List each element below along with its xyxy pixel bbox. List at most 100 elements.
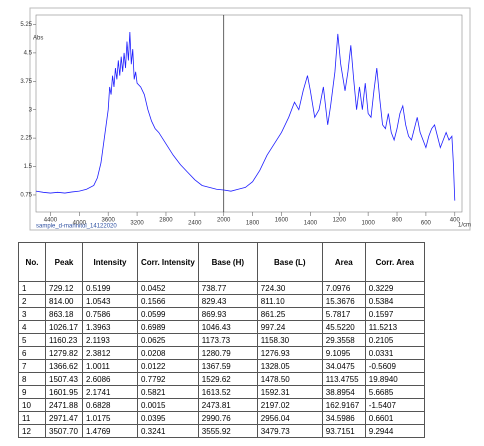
table-cell: 7 [18,359,46,373]
table-cell: 1 [18,281,46,295]
y-tick-label: 2.25 [20,136,32,142]
table-cell: 1367.59 [197,359,258,373]
table-cell: 9.1095 [321,346,366,360]
x-tick-label: 600 [421,221,432,227]
y-tick-label: 5.25 [20,22,32,28]
peak-table: No. Peak Intensity Corr. Intensity Base (H) B… [18,242,425,438]
table-cell: 5 [18,333,46,347]
table-cell: 113.4755 [321,372,366,386]
table-cell: 861.25 [256,307,323,321]
table-cell: 15.3676 [321,294,366,308]
column-header: Base (L) [256,242,323,282]
column-header: No. [18,242,46,282]
table-cell: 0.0331 [364,346,425,360]
table-cell: 34.0475 [321,359,366,373]
y-tick-label: 3.75 [20,79,32,85]
table-cell: 0.1566 [137,294,199,308]
table-cell: 12 [18,424,46,438]
table-row: 3 863.18 0.7586 0.0599 869.93 861.25 5.7817 0.1… [18,307,425,321]
y-axis-label: Abs [33,36,43,42]
table-cell: 2.3812 [82,346,138,360]
table-row: 8 1507.43 2.6086 0.7792 1529.62 1478.50 113.47… [18,372,425,386]
y-tick-label: 0.75 [20,193,32,199]
table-cell: 11.5213 [364,320,425,334]
x-tick-label: 1400 [304,221,318,227]
x-tick-label: 3200 [130,221,144,227]
table-cell: 3555.92 [197,424,258,438]
table-cell: 1279.82 [45,346,83,360]
table-cell: 811.10 [256,294,323,308]
table-cell: 0.0015 [137,398,199,412]
table-cell: -0.5609 [364,359,425,373]
table-cell: 0.0599 [137,307,199,321]
x-tick-label: 4000 [73,221,87,227]
table-row: 10 2471.88 0.6828 0.0015 2473.81 2197.02 162.9… [18,398,425,412]
table-cell: 1366.62 [45,359,83,373]
table-cell: 3507.70 [45,424,83,438]
table-cell: 0.2105 [364,333,425,347]
table-cell: 34.5986 [321,411,366,425]
table-row: 5 1160.23 2.1193 0.0625 1173.73 1158.30 29.355… [18,333,425,347]
plot-area [35,14,463,213]
table-cell: 5.6685 [364,385,425,399]
table-row: 7 1366.62 1.0011 0.0122 1367.59 1328.05 34.047… [18,359,425,373]
table-cell: 738.77 [197,281,258,295]
table-cell: 2197.02 [256,398,323,412]
table-cell: 0.1597 [364,307,425,321]
x-tick-label: 1600 [275,218,289,224]
table-cell: 1.4769 [82,424,138,438]
table-cell: 724.30 [256,281,323,295]
table-row: 1 729.12 0.5199 0.0452 738.77 724.30 7.0976 0.3… [18,281,425,295]
table-cell: 1.3963 [82,320,138,334]
table-cell: 814.00 [45,294,83,308]
column-header: Corr. Area [364,242,425,282]
table-cell: 1529.62 [197,372,258,386]
column-header: Peak [45,242,83,282]
table-cell: 729.12 [45,281,83,295]
x-tick-label: 400 [450,218,461,224]
table-cell: 1160.23 [45,333,83,347]
table-body: 1 729.12 0.5199 0.0452 738.77 724.30 7.0976 0.3… [18,281,425,438]
table-cell: 1613.52 [197,385,258,399]
table-cell: 1173.73 [197,333,258,347]
table-cell: 0.5384 [364,294,425,308]
table-cell: 3 [18,307,46,321]
table-cell: 2471.88 [45,398,83,412]
table-cell: 0.6828 [82,398,138,412]
column-header: Corr. Intensity [137,242,199,282]
table-cell: 1158.30 [256,333,323,347]
table-cell: 2473.81 [197,398,258,412]
table-cell: 1026.17 [45,320,83,334]
x-tick-label: 2000 [217,218,231,224]
table-cell: 5.7817 [321,307,366,321]
table-cell: 0.0122 [137,359,199,373]
table-cell: 0.5821 [137,385,199,399]
table-row: 12 3507.70 1.4769 0.3241 3555.92 3479.73 93.71… [18,424,425,438]
table-cell: 162.9167 [321,398,366,412]
table-cell: 2956.04 [256,411,323,425]
table-cell: 0.6601 [364,411,425,425]
table-cell: 869.93 [197,307,258,321]
table-cell: 4 [18,320,46,334]
x-tick-label: 1800 [246,221,260,227]
table-cell: 3479.73 [256,424,323,438]
table-cell: 863.18 [45,307,83,321]
table-cell: 2990.76 [197,411,258,425]
table-cell: 2.6086 [82,372,138,386]
x-tick-label: 3600 [102,218,116,224]
column-header: Area [321,242,366,282]
file-label: sample_d-mannitol_14122020 [36,224,117,230]
table-cell: 2.1741 [82,385,138,399]
table-cell: 45.5220 [321,320,366,334]
table-cell: 0.6989 [137,320,199,334]
table-cell: 829.43 [197,294,258,308]
table-cell: 1280.79 [197,346,258,360]
table-cell: 0.7792 [137,372,199,386]
table-cell: 1046.43 [197,320,258,334]
table-cell: 1.0175 [82,411,138,425]
table-row: 9 1601.95 2.1741 0.5821 1613.52 1592.31 38.895… [18,385,425,399]
table-cell: 11 [18,411,46,425]
table-cell: 93.7151 [321,424,366,438]
column-header: Intensity [82,242,138,282]
table-cell: -1.5407 [364,398,425,412]
